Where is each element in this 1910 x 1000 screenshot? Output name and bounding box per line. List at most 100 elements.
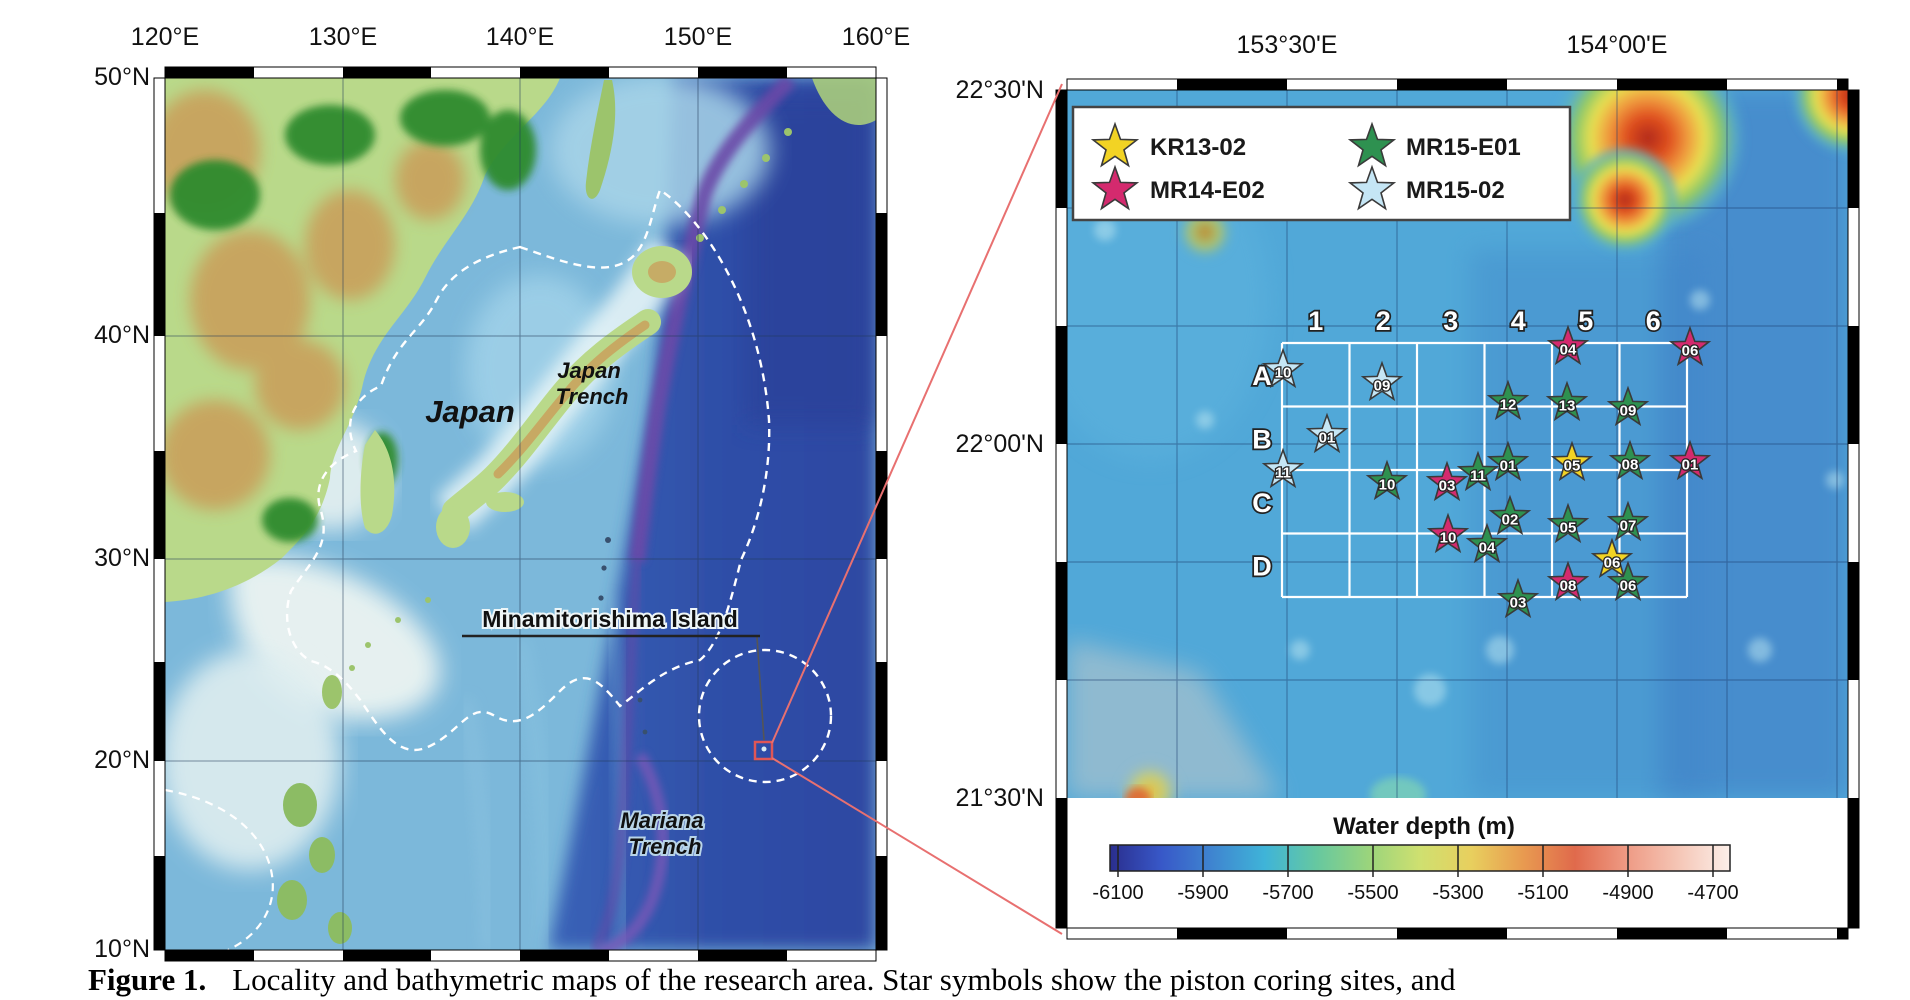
colorbar-tick-label: -6100 [1092,882,1143,904]
star-icon [1590,537,1634,579]
figure-caption: Figure 1. Locality and bathymetric maps o… [88,962,1788,998]
star-site-number: 10 [1379,477,1396,494]
star-icon [1261,447,1305,489]
grid-column-label: 4 [1511,306,1526,336]
star-icon [1486,379,1530,421]
colorbar: Water depth (m) -6100 -5900 -5700 -5500 -530… [1067,798,1848,928]
left-y-tick: 10°N [94,935,150,963]
star-site-number: 12 [1500,397,1517,414]
seamount-corner [1790,90,1848,157]
right-map-tick-frame [1055,78,1860,940]
legend-label: MR15-E01 [1406,134,1521,161]
left-y-tick: 30°N [94,544,150,572]
grid-row-label: B [1252,424,1272,454]
minamitorishima-label: Minamitorishima Island [482,606,738,632]
star-site-number: 06 [1620,578,1637,595]
star-icon [1488,494,1532,536]
right-y-tick: 22°30'N [956,76,1044,104]
mariana-trench-label-1: Mariana [620,808,703,833]
star-icon [1261,347,1305,389]
star-site-number: 05 [1564,458,1581,475]
star-icon [1546,502,1590,544]
left-y-tick: 50°N [94,63,150,91]
colorbar-title: Water depth (m) [1333,813,1515,840]
grid-column-label: 2 [1376,306,1391,336]
star-icon [1465,522,1509,564]
star-icon [1606,385,1650,427]
colorbar-tick-label: -5500 [1347,882,1398,904]
star-site-number: 10 [1440,530,1457,547]
star-icon [1545,380,1589,422]
legend-box [1071,105,1572,222]
minamitorishima-dashed-circle [697,648,833,784]
star-site-number: 04 [1560,342,1577,359]
star-icon [1090,121,1140,168]
colorbar-gradient [1109,844,1731,872]
star-site-number: 08 [1560,578,1577,595]
sw-slope [1067,640,1280,798]
star-icon [1090,164,1140,211]
inset-connector-lines [771,83,1063,935]
left-x-tick: 120°E [131,23,199,51]
star-site-number: 04 [1479,540,1496,557]
star-site-number: 11 [1275,465,1291,482]
japan-trench-label-1: Japan [557,358,621,383]
star-site-number: 03 [1510,595,1527,612]
grid-column-label: 5 [1578,306,1593,336]
right-map-axis-labels: 153°30'E 154°00'E 22°30'N 22°00'N 21°30'N [956,31,1668,812]
star-icon [1546,560,1590,602]
star-site-number: 13 [1559,398,1576,415]
colorbar-tick-label: -5100 [1517,882,1568,904]
grid-column-label: 1 [1308,306,1323,336]
star-site-number: 01 [1682,457,1699,474]
star-site-number: 06 [1604,555,1621,572]
star-icon [1550,440,1594,482]
star-icon [1305,412,1349,454]
left-y-tick: 20°N [94,746,150,774]
right-x-tick: 153°30'E [1237,31,1338,59]
star-site-number: 11 [1470,468,1486,485]
right-x-tick: 154°00'E [1567,31,1668,59]
left-x-tick: 130°E [309,23,377,51]
right-y-tick: 21°30'N [956,784,1044,812]
legend-label: MR14-E02 [1150,177,1265,204]
star-site-number: 09 [1620,403,1637,420]
legend-label: MR15-02 [1406,177,1505,204]
star-icon [1425,460,1469,502]
star-site-number: 07 [1620,518,1637,535]
star-icon [1546,324,1590,366]
caption-text: Locality and bathymetric maps of the res… [232,962,1456,997]
star-icon [1608,439,1652,481]
star-icon [1347,164,1397,211]
star-icon [1426,512,1470,554]
right-y-tick: 22°00'N [956,430,1044,458]
star-icon [1360,360,1404,402]
colorbar-tick-label: -5300 [1432,882,1483,904]
core-site-stars: 10 09 01 11 04 06 03 01 10 08 05 06 12 13 09 10 11 01 08 02… [1261,324,1712,619]
legend: KR13-02 MR14-E02 MR15-E01 MR15-02 [1071,105,1572,222]
star-icon [1456,450,1500,492]
star-site-number: 10 [1275,365,1292,382]
star-site-number: 06 [1682,343,1699,360]
left-x-tick: 150°E [664,23,732,51]
colorbar-tick-label: -4900 [1602,882,1653,904]
star-icon [1606,560,1650,602]
colorbar-tick-label: -5700 [1262,882,1313,904]
star-icon [1486,440,1530,482]
star-icon [1365,459,1409,501]
legend-label: KR13-02 [1150,134,1246,161]
star-site-number: 01 [1319,430,1336,447]
eez-dashed-boundary [285,188,771,752]
mariana-trench-band [597,752,669,950]
grid-row-label: D [1252,551,1272,581]
star-icon [1496,577,1540,619]
star-site-number: 05 [1560,520,1577,537]
mariana-trench-label-2: Trench [629,834,702,859]
inset-extent-square [753,740,774,761]
japan-label: Japan [425,394,515,429]
left-y-tick: 40°N [94,321,150,349]
grid-column-label: 3 [1443,306,1458,336]
star-site-number: 08 [1622,457,1639,474]
